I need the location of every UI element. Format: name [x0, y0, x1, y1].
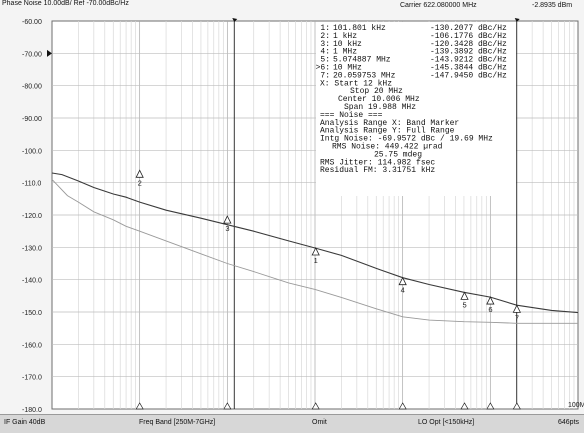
freq-band-status[interactable]: Freq Band [250M-7GHz]	[139, 419, 216, 426]
readout-freq: 10 kHz	[333, 40, 362, 49]
analysis-line: 25.75 mdeg	[374, 150, 422, 159]
trace-2	[51, 179, 578, 324]
analysis-line: Analysis Range Y: Full Range	[320, 127, 455, 136]
marker-label-4: 4	[401, 286, 405, 295]
omit-status[interactable]: Omit	[312, 419, 327, 426]
marker-4	[398, 276, 407, 286]
marker-7	[512, 304, 521, 313]
marker-label-5: 5	[463, 300, 467, 309]
readout-value: -106.1776 dBc/Hz	[430, 32, 507, 41]
analysis-line: Intg Noise: -69.9572 dBc / 19.69 MHz	[320, 135, 493, 144]
readout-value: -139.3892 dBc/Hz	[430, 48, 507, 57]
readout-label: 2:	[320, 32, 330, 41]
ref-level-marker	[47, 49, 52, 57]
y-tick-label: -90.00	[22, 116, 42, 123]
trace-title: Phase Noise 10.00dB/ Ref -70.00dBc/Hz	[2, 0, 129, 7]
readout-label: 7:	[320, 71, 330, 80]
x-end-label: 100M	[568, 402, 584, 409]
readout-value: -145.3844 dBc/Hz	[430, 64, 507, 73]
marker-5	[460, 291, 469, 300]
readout-freq: 1 kHz	[333, 32, 357, 41]
y-tick-label: -80.00	[22, 84, 42, 91]
trace-1	[51, 172, 579, 314]
y-tick-label: -100.0	[22, 148, 42, 155]
y-tick-label: -70.00	[22, 51, 42, 58]
analysis-line: Residual FM: 3.31751 kHz	[320, 166, 435, 175]
analysis-line: Stop 20 MHz	[350, 87, 403, 96]
analysis-line: Span 19.988 MHz	[344, 103, 416, 112]
readout-label: 5:	[320, 56, 330, 65]
analysis-line: RMS Jitter: 114.982 fsec	[320, 158, 435, 167]
analysis-line: RMS Noise: 449.422 µrad	[332, 143, 443, 152]
y-tick-label: -150.0	[22, 310, 42, 317]
axis-marker-7	[512, 402, 521, 410]
analysis-line: X: Start 12 kHz	[320, 79, 392, 88]
lo-opt-status[interactable]: LO Opt [<150kHz]	[418, 419, 475, 426]
readout-freq: 20.059753 MHz	[333, 71, 396, 80]
carrier-power: -2.8935 dBm	[532, 2, 573, 9]
analysis-line: === Noise ===	[320, 111, 383, 120]
y-tick-label: -180.0	[22, 407, 42, 414]
marker-6	[486, 296, 495, 305]
readout-value: -143.9212 dBc/Hz	[430, 56, 507, 65]
readout-label: 1:	[320, 24, 330, 33]
points-status: 646pts	[558, 419, 580, 426]
y-tick-label: -170.0	[22, 375, 42, 382]
analysis-line: Center 10.006 MHz	[338, 95, 420, 104]
band-marker-flag	[232, 18, 238, 22]
marker-label-1: 1	[314, 256, 318, 265]
axis-marker-3	[223, 402, 232, 410]
marker-label-3: 3	[225, 224, 229, 233]
marker-label-7: 7	[515, 313, 519, 322]
readout-value: -130.2077 dBc/Hz	[430, 24, 507, 33]
readout-value: -120.3428 dBc/Hz	[430, 40, 507, 49]
marker-1	[311, 247, 320, 256]
readout-label: 3:	[320, 40, 330, 49]
readout-freq: 5.074887 MHz	[333, 56, 391, 65]
status-bar: IF Gain 40dB Freq Band [250M-7GHz] Omit …	[0, 414, 584, 433]
readout-freq: 10 MHz	[333, 64, 362, 73]
carrier-frequency: Carrier 622.080000 MHz	[400, 2, 477, 9]
readout-label: 4:	[320, 48, 330, 57]
axis-marker-6	[486, 402, 495, 410]
analysis-line: Analysis Range X: Band Marker	[320, 119, 459, 128]
marker-label-6: 6	[488, 305, 492, 314]
readout-label: >6:	[316, 64, 330, 73]
y-tick-label: -160.0	[22, 342, 42, 349]
readout-value: -147.9450 dBc/Hz	[430, 71, 507, 80]
y-tick-label: -130.0	[22, 245, 42, 252]
y-tick-label: -110.0	[22, 181, 41, 188]
readout-freq: 101.801 kHz	[333, 24, 386, 33]
y-tick-label: -140.0	[22, 278, 42, 285]
axis-marker-1	[311, 402, 320, 410]
if-gain-status[interactable]: IF Gain 40dB	[4, 419, 46, 426]
axis-marker-5	[460, 402, 469, 410]
axis-marker-2	[135, 402, 144, 410]
marker-3	[223, 215, 232, 224]
readout-panel	[316, 22, 516, 196]
marker-2	[135, 169, 144, 178]
axis-marker-4	[398, 402, 407, 410]
readout-freq: 1 MHz	[333, 48, 357, 57]
marker-label-2: 2	[138, 178, 142, 187]
y-tick-label: -120.0	[22, 213, 42, 220]
band-marker-flag	[514, 18, 520, 22]
y-tick-label: -60.00	[22, 19, 42, 26]
